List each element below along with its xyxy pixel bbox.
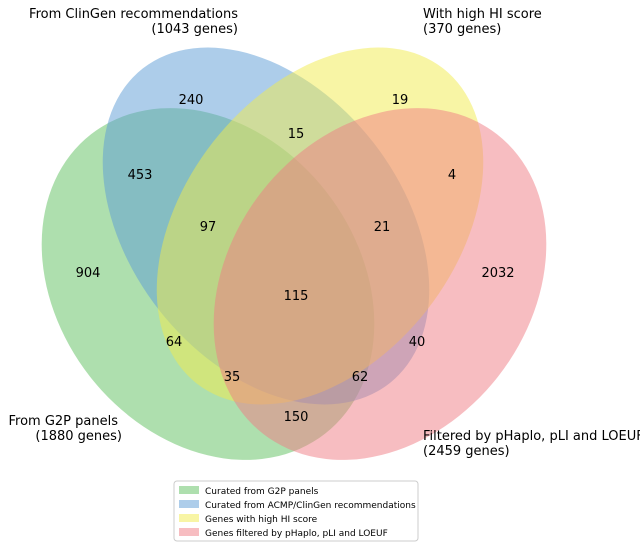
legend-frame: [173, 480, 419, 542]
set-ellipses: [41, 47, 547, 460]
count-all-four: 115: [284, 289, 309, 304]
label-g2p-name: From G2P panels: [9, 414, 119, 429]
label-clingen-size: (1043 genes): [151, 22, 238, 37]
count-clingen-only: 240: [179, 93, 204, 108]
count-g2p-hi: 64: [166, 335, 183, 350]
label-clingen-name: From ClinGen recommendations: [29, 7, 238, 22]
ellipse-filtered: [213, 108, 547, 460]
count-g2p-only: 904: [76, 266, 101, 281]
count-clingen-hi: 15: [288, 127, 305, 142]
count-hi-filtered: 4: [448, 168, 456, 183]
count-hi-only: 19: [392, 93, 409, 108]
legend: Curated from G2P panels Curated from ACM…: [173, 480, 419, 542]
legend-label-filtered: Genes filtered by pHaplo, pLI and LOEUF: [205, 529, 388, 539]
count-g2p-clingen-hi: 97: [200, 220, 217, 235]
legend-swatch-g2p: [179, 486, 199, 494]
count-g2p-clingen-filtered: 62: [352, 370, 369, 385]
count-clingen-hi-filtered: 21: [374, 220, 391, 235]
legend-label-g2p: Curated from G2P panels: [205, 487, 319, 497]
legend-label-hi: Genes with high HI score: [205, 515, 318, 525]
label-filtered-name: Filtered by pHaplo, pLI and LOEUF: [423, 429, 640, 444]
region-counts: 240 19 15 453 4 97 21 904 2032 115 64 40…: [76, 93, 515, 425]
legend-swatch-hi: [179, 514, 199, 522]
legend-swatch-clingen: [179, 500, 199, 508]
count-filtered-only: 2032: [481, 266, 514, 281]
count-g2p-clingen: 453: [128, 168, 153, 183]
label-hi-size: (370 genes): [423, 22, 501, 37]
count-g2p-filtered: 150: [284, 410, 309, 425]
label-g2p-size: (1880 genes): [35, 429, 122, 444]
label-hi-name: With high HI score: [423, 7, 542, 22]
legend-swatch-filtered: [179, 528, 199, 536]
legend-label-clingen: Curated from ACMP/ClinGen recommendation…: [205, 501, 416, 511]
label-filtered-size: (2459 genes): [423, 444, 510, 459]
count-clingen-filtered: 40: [409, 335, 426, 350]
count-g2p-hi-filtered: 35: [224, 370, 241, 385]
